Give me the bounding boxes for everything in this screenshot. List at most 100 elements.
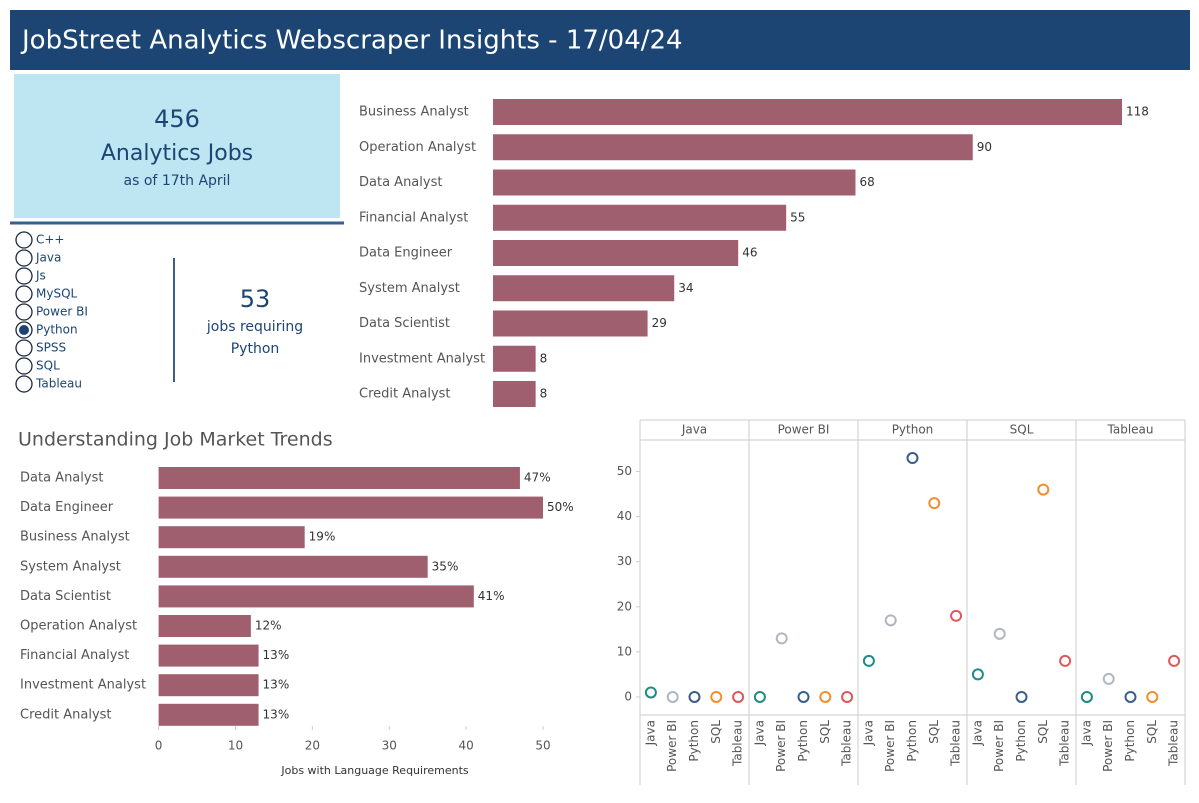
y-tick-label: 50: [617, 464, 632, 478]
radio-button[interactable]: [15, 357, 33, 375]
point: [1080, 690, 1093, 703]
radio-button[interactable]: [15, 267, 33, 285]
bar: [493, 169, 856, 196]
radio-button[interactable]: [15, 303, 33, 321]
panel-title: Tableau: [1107, 423, 1154, 437]
filter-option[interactable]: Tableau: [35, 377, 82, 391]
radio-button[interactable]: [15, 231, 33, 249]
x-tick-label: Python: [796, 720, 810, 762]
x-axis-label: Jobs with Language Requirements: [280, 764, 469, 777]
bar: [493, 240, 739, 266]
x-tick-label: Tableau: [1058, 720, 1072, 767]
category-label: Business Analyst: [20, 530, 130, 545]
value-label: 50%: [547, 500, 574, 514]
x-tick-label: 50: [535, 739, 550, 753]
kpi-label: Analytics Jobs: [101, 141, 253, 166]
bar: [493, 381, 536, 407]
point: [1146, 690, 1159, 703]
x-tick-label: SQL: [818, 720, 832, 744]
category-label: Investment Analyst: [359, 351, 485, 366]
category-label: System Analyst: [359, 281, 460, 296]
bar: [493, 345, 536, 372]
point: [797, 690, 810, 703]
x-tick-label: 0: [155, 739, 163, 753]
x-tick-label: Power BI: [883, 720, 897, 772]
radio-dot: [19, 325, 29, 335]
point: [710, 690, 723, 703]
value-label: 47%: [524, 471, 551, 485]
category-label: Operation Analyst: [359, 140, 476, 155]
panel-title: Java: [681, 423, 707, 437]
point: [666, 690, 679, 703]
value-label: 12%: [255, 619, 282, 633]
category-label: Business Analyst: [359, 105, 469, 120]
category-label: Data Analyst: [359, 175, 442, 190]
filter-option[interactable]: Js: [35, 269, 46, 283]
x-tick-label: Python: [1123, 720, 1137, 762]
filter-option[interactable]: SPSS: [36, 341, 66, 355]
x-tick-label: Tableau: [949, 720, 963, 767]
point: [971, 668, 984, 681]
header-bar: [10, 10, 1190, 70]
bar: [158, 674, 259, 697]
kpi-value: 456: [154, 105, 200, 133]
radio-button[interactable]: [15, 285, 33, 303]
point: [775, 632, 788, 645]
x-tick-label: SQL: [927, 720, 941, 744]
kpi-box: [14, 74, 340, 218]
filter-option[interactable]: Power BI: [36, 305, 88, 319]
point: [884, 614, 897, 627]
panel-title: SQL: [1010, 423, 1034, 437]
bar: [493, 204, 787, 231]
category-label: Operation Analyst: [20, 619, 137, 634]
x-tick-label: Java: [643, 720, 657, 746]
filter-option[interactable]: Java: [35, 251, 61, 265]
bar: [158, 467, 520, 489]
category-label: Data Scientist: [20, 589, 111, 604]
chart-title: Understanding Job Market Trends: [18, 429, 333, 451]
filter-option[interactable]: C++: [36, 233, 65, 247]
category-label: Data Analyst: [20, 471, 103, 486]
y-tick-label: 0: [624, 689, 632, 703]
radio-button[interactable]: [15, 339, 33, 357]
value-label: 8: [540, 387, 548, 401]
point: [950, 609, 963, 622]
point: [732, 690, 745, 703]
category-label: Financial Analyst: [20, 648, 129, 663]
filter-option[interactable]: MySQL: [36, 287, 78, 301]
x-tick-label: Java: [861, 720, 875, 746]
x-tick-label: 10: [228, 739, 243, 753]
bar: [158, 615, 251, 637]
radio-button[interactable]: [15, 375, 33, 393]
filter-option[interactable]: SQL: [36, 359, 60, 373]
header-title: JobStreet Analytics Webscraper Insights …: [20, 26, 683, 56]
x-tick-label: Java: [1079, 720, 1093, 746]
filter-option[interactable]: Python: [36, 323, 78, 337]
x-tick-label: Tableau: [1167, 720, 1181, 767]
category-label: Data Engineer: [20, 500, 114, 515]
y-tick-label: 20: [617, 599, 632, 613]
category-label: Investment Analyst: [20, 678, 146, 693]
kpi2-value: 53: [240, 285, 271, 313]
x-tick-label: Python: [1014, 720, 1028, 762]
point: [644, 686, 657, 699]
category-label: Credit Analyst: [20, 707, 112, 722]
x-tick-label: Power BI: [1101, 720, 1115, 772]
value-label: 90: [977, 140, 992, 154]
category-label: Credit Analyst: [359, 387, 451, 402]
y-tick-label: 30: [617, 554, 632, 568]
point: [1015, 690, 1028, 703]
value-label: 55: [790, 210, 805, 224]
radio-button[interactable]: [15, 249, 33, 267]
x-tick-label: 20: [305, 739, 320, 753]
y-tick-label: 10: [617, 644, 632, 658]
bar: [158, 703, 259, 726]
point: [688, 690, 701, 703]
x-tick-label: Python: [687, 720, 701, 762]
panel-title: Power BI: [778, 423, 830, 437]
value-label: 19%: [309, 530, 336, 544]
value-label: 34: [678, 281, 693, 295]
value-label: 13%: [263, 678, 290, 692]
x-tick-label: SQL: [1036, 720, 1050, 744]
